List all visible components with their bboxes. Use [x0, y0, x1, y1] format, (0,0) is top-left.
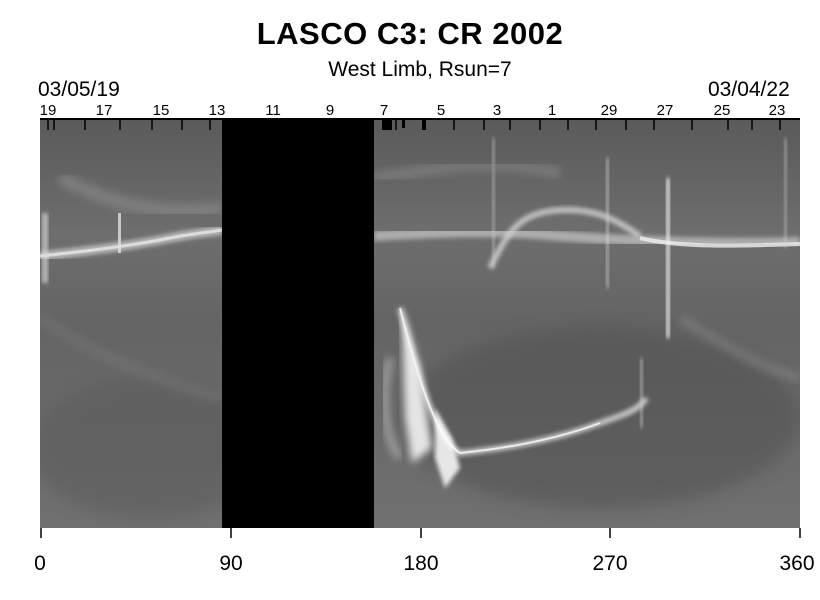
x-axis-label: 270: [592, 552, 628, 575]
end-date-label: 03/04/22: [708, 78, 790, 101]
data-gap-region: [222, 118, 374, 528]
page-subtitle: West Limb, Rsun=7: [328, 58, 512, 81]
day-label: 17: [95, 102, 113, 119]
day-label: 25: [713, 102, 731, 119]
synoptic-map-image: [40, 118, 800, 528]
day-label: 29: [600, 102, 618, 119]
x-axis-label: 0: [34, 552, 46, 575]
x-axis-label: 90: [219, 552, 243, 575]
day-label: 9: [325, 102, 335, 119]
top-tick-marks: [40, 118, 800, 130]
start-date-label: 03/05/19: [38, 78, 120, 101]
day-label: 7: [379, 102, 389, 119]
day-label: 19: [39, 102, 57, 119]
day-label: 11: [265, 102, 281, 119]
day-label: 13: [208, 102, 226, 119]
day-label: 5: [436, 102, 446, 119]
day-label: 15: [152, 102, 170, 119]
x-axis-label: 360: [779, 552, 815, 575]
bottom-tick-marks: [40, 528, 801, 538]
day-label: 23: [768, 102, 786, 119]
x-axis-label: 180: [403, 552, 439, 575]
synoptic-map-svg: [40, 118, 800, 528]
day-label: 27: [656, 102, 674, 119]
day-label: 3: [492, 102, 502, 119]
page-title: LASCO C3: CR 2002: [256, 16, 564, 51]
day-label: 1: [547, 102, 557, 119]
